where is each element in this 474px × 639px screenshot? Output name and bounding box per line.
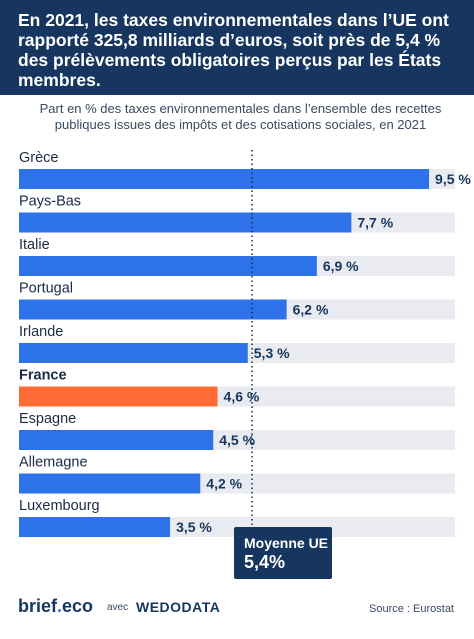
category-label-irlande: Irlande <box>19 324 63 340</box>
header-banner: En 2021, les taxes environnementales dan… <box>0 0 474 95</box>
eu-average-box: Moyenne UE 5,4% <box>234 527 332 579</box>
brief-logo-suffix: eco <box>62 596 94 616</box>
bar-allemagne <box>19 473 201 494</box>
category-label-espagne: Espagne <box>19 411 76 427</box>
category-label-france: France <box>19 368 67 384</box>
bar-pays-bas <box>19 212 352 233</box>
category-label-pays-bas: Pays-Bas <box>19 194 81 210</box>
bar-grece <box>19 169 430 189</box>
category-label-portugal: Portugal <box>19 281 73 297</box>
bar-luxembourg <box>19 517 171 537</box>
footer: brief.eco avec WEDODATA Source : Eurosta… <box>0 590 474 639</box>
bar-chart: Grèce 9,5 % Pays-Bas 7,7 % Italie 6,9 % Portug… <box>19 150 471 540</box>
category-label-luxembourg: Luxembourg <box>19 498 100 514</box>
category-label-grece: Grèce <box>19 150 59 166</box>
brief-eco-logo: brief.eco <box>18 596 93 617</box>
category-label-allemagne: Allemagne <box>19 455 88 471</box>
brief-logo-dot: . <box>57 596 63 616</box>
value-label-irlande: 5,3 % <box>254 345 290 361</box>
value-label-italie: 6,9 % <box>323 258 359 274</box>
chart-subtitle: Part en % des taxes environnementales da… <box>39 101 442 132</box>
bar-espagne <box>19 430 214 450</box>
bar-irlande <box>19 343 248 363</box>
bar-portugal <box>19 299 287 320</box>
bar-italie <box>19 256 317 276</box>
value-label-grece: 9,5 % <box>435 171 471 187</box>
headline: En 2021, les taxes environnementales dan… <box>18 10 449 90</box>
value-label-luxembourg: 3,5 % <box>176 519 212 535</box>
value-label-france: 4,6 % <box>224 389 260 405</box>
source-note: Source : Eurostat <box>369 603 454 615</box>
value-label-allemagne: 4,2 % <box>206 476 242 492</box>
category-label-italie: Italie <box>19 237 50 253</box>
value-label-portugal: 6,2 % <box>293 302 329 318</box>
eu-average-value: 5,4% <box>244 552 286 572</box>
partner-prefix: avec <box>107 602 129 613</box>
eu-average-label: Moyenne UE <box>244 535 329 551</box>
bar-france <box>19 386 218 407</box>
value-label-espagne: 4,5 % <box>219 432 255 448</box>
wedodata-logo: WEDODATA <box>136 599 221 615</box>
brief-logo-text: brief <box>18 596 58 616</box>
value-label-pays-bas: 7,7 % <box>357 215 393 231</box>
